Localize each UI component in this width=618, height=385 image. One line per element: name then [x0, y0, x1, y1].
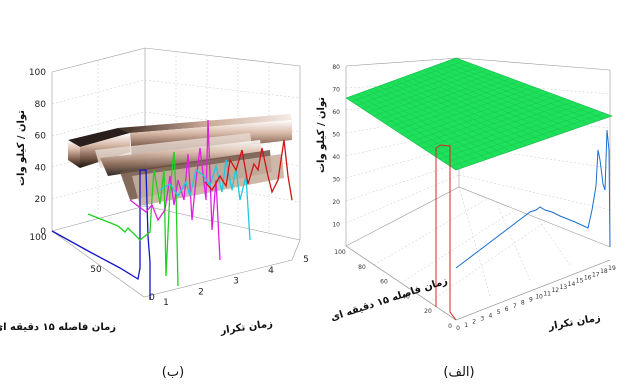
left-y-tick-label: 50: [90, 265, 102, 275]
left-x-axis-label: زمان تکرار: [219, 318, 274, 336]
right-mesh-line: [439, 63, 589, 125]
right-surface-plane: [345, 57, 613, 171]
right-x-tick-label: 15: [576, 278, 584, 285]
right-mesh-line: [400, 77, 535, 144]
left-x-tick-label: 4: [268, 266, 274, 276]
right-y-tick-label: 0: [448, 323, 452, 330]
right-y-tick-label: 60: [380, 279, 388, 286]
left-y-tick-label: 0: [149, 293, 155, 303]
right-z-tick-label: 70: [332, 87, 340, 94]
right-mesh-line: [422, 98, 566, 149]
right-y-tick-label: 20: [424, 308, 432, 315]
left-x-tick-label: 5: [303, 255, 309, 265]
right-y-tick-label: 80: [358, 264, 366, 271]
left-x-tick-label: 3: [233, 277, 239, 287]
left-y-tick-label: 100: [29, 233, 46, 243]
right-x-tick-label: 13: [560, 284, 568, 291]
left-z-tick-label: 40: [35, 163, 47, 173]
left-x-tick-label: 2: [198, 287, 204, 297]
right-y-ticks: 100 80 60 40 20 0: [334, 249, 452, 330]
right-mesh-line: [444, 110, 597, 163]
right-mesh-line: [433, 104, 581, 156]
left-panel: 100 80 60 40 20 0 100 50 0 1 2 3 4 5 توان / کیلو وا…: [0, 47, 309, 380]
right-x-tick-label: 5: [497, 309, 501, 316]
right-mesh-line: [450, 59, 605, 119]
left-series-line: [204, 139, 293, 201]
right-y-tick-label: 100: [334, 249, 346, 256]
left-ridge-surface: [68, 114, 292, 206]
left-z-axis-label: توان / کیلو وات: [16, 110, 27, 186]
right-x-tick-label: 19: [608, 265, 616, 272]
right-surface-mesh: [351, 59, 605, 168]
right-x-tick-label: 6: [505, 306, 509, 313]
right-x-ticks: 0 1 2 3 4 5 6 7 8 9 10 11 12 13 14 15 16 17 18 19: [456, 265, 616, 332]
right-mesh-line: [433, 65, 581, 127]
right-series-red-line: [435, 144, 457, 321]
right-x-tick-label: 18: [600, 268, 608, 275]
right-y-tick-label: 40: [402, 293, 410, 300]
right-mesh-line: [417, 71, 558, 136]
right-z-tick-label: 40: [332, 154, 340, 161]
left-series-line: [51, 169, 151, 300]
left-x-tick-label: 1: [163, 298, 169, 308]
right-z-ticks: 80 70 60 50 40 30 20 10: [332, 64, 340, 229]
right-z-tick-label: 20: [332, 199, 340, 206]
right-x-tick-label: 16: [584, 274, 592, 281]
right-mesh-line: [406, 75, 542, 141]
left-z-tick-label: 60: [35, 132, 47, 142]
right-x-tick-label: 12: [551, 287, 559, 294]
right-mesh-line: [439, 107, 589, 160]
left-z-tick-label: 80: [35, 100, 47, 110]
left-series-line: [129, 119, 221, 261]
right-mesh-line: [428, 67, 574, 130]
left-y-axis-label: زمان فاصله ۱۵ دقیقه ای: [0, 322, 116, 333]
right-z-tick-label: 80: [332, 64, 340, 71]
left-series-line: [159, 159, 251, 241]
right-z-tick-label: 50: [332, 132, 340, 139]
right-x-tick-label: 8: [521, 300, 525, 307]
right-mesh-line: [450, 112, 605, 167]
right-mesh-line: [428, 101, 574, 153]
right-x-tick-label: 10: [535, 293, 543, 300]
left-series-group: [51, 119, 293, 300]
right-caption: (الف): [443, 365, 474, 380]
left-z-ticks: 100 80 60 40 20 0: [29, 68, 46, 237]
right-x-tick-label: 17: [592, 271, 600, 278]
right-z-axis-label: توان / کیلو وات: [316, 97, 327, 173]
right-x-tick-label: 1: [464, 322, 468, 329]
right-series-group: [435, 129, 611, 321]
right-y-axis-label: زمان فاصله ۱۵ دقیقه ای: [329, 275, 449, 323]
right-x-tick-label: 9: [529, 297, 533, 304]
right-mesh-line: [417, 95, 558, 145]
right-mesh-line: [406, 89, 542, 138]
left-z-tick-label: 100: [29, 68, 46, 78]
right-x-tick-label: 3: [480, 316, 484, 323]
right-mesh-line: [444, 61, 597, 122]
left-caption: (ب): [162, 365, 184, 380]
right-z-tick-label: 30: [332, 177, 340, 184]
left-z-tick-label: 0: [40, 227, 46, 237]
left-z-tick-label: 20: [35, 195, 47, 205]
right-series-blue-line: [455, 129, 611, 269]
right-x-tick-label: 11: [543, 290, 551, 297]
right-mesh-line: [422, 69, 566, 133]
right-x-tick-label: 7: [513, 303, 517, 310]
right-x-tick-label: 2: [472, 319, 476, 326]
right-x-axis-label: زمان تکرار: [547, 313, 602, 333]
left-series-line: [87, 151, 179, 287]
right-z-tick-label: 60: [332, 109, 340, 116]
right-x-tick-label: 4: [489, 312, 493, 319]
right-x-tick-label: 14: [568, 281, 576, 288]
right-x-tick-label: 0: [456, 325, 460, 332]
right-mesh-line: [411, 92, 550, 142]
left-y-ticks: 100 50 0: [29, 233, 155, 303]
right-mesh-line: [411, 73, 550, 138]
left-x-ticks: 1 2 3 4 5: [163, 255, 309, 308]
right-z-tick-label: 10: [332, 222, 340, 229]
